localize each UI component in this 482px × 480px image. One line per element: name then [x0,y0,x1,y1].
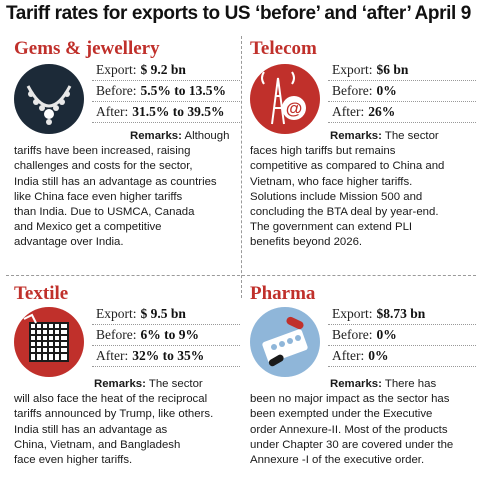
sector-heading-telecom: Telecom [250,38,317,59]
before-row: Before: 6% to 9% [92,325,240,346]
export-row: Export: $8.73 bn [328,304,476,325]
telecom-tower-icon: @ [250,64,320,134]
before-row: Before: 0% [328,81,476,102]
stats-textile: Export: $ 9.5 bn Before: 6% to 9% After: 32… [92,304,240,367]
stats-pharma: Export: $8.73 bn Before: 0% After: 0% [328,304,476,367]
necklace-icon [14,64,84,134]
before-row: Before: 0% [328,325,476,346]
remarks-telecom: Remarks: The sector faces high tariffs b… [250,130,445,249]
pills-icon [250,307,320,377]
after-row: After: 31.5% to 39.5% [92,102,240,123]
export-row: Export: $ 9.2 bn [92,60,240,81]
export-row: Export: $ 9.5 bn [92,304,240,325]
sector-heading-gems: Gems & jewellery [14,38,160,59]
stats-telecom: Export: $6 bn Before: 0% After: 26% [328,60,476,123]
page-title: Tariff rates for exports to US ‘before’ … [6,3,471,24]
svg-text:@: @ [286,99,303,118]
before-row: Before: 5.5% to 13.5% [92,81,240,102]
after-row: After: 0% [328,346,476,367]
after-row: After: 32% to 35% [92,346,240,367]
after-row: After: 26% [328,102,476,123]
sector-heading-textile: Textile [14,283,69,304]
sector-heading-pharma: Pharma [250,283,316,304]
remarks-pharma: Remarks: There has been no major impact … [250,378,454,467]
remarks-gems: Remarks: Although tariffs have been incr… [14,130,230,249]
vertical-divider [241,36,242,298]
fabric-icon [14,307,84,377]
stats-gems: Export: $ 9.2 bn Before: 5.5% to 13.5% Aft… [92,60,240,123]
horizontal-divider [6,275,476,276]
remarks-textile: Remarks: The sector will also face the h… [14,378,214,467]
export-row: Export: $6 bn [328,60,476,81]
